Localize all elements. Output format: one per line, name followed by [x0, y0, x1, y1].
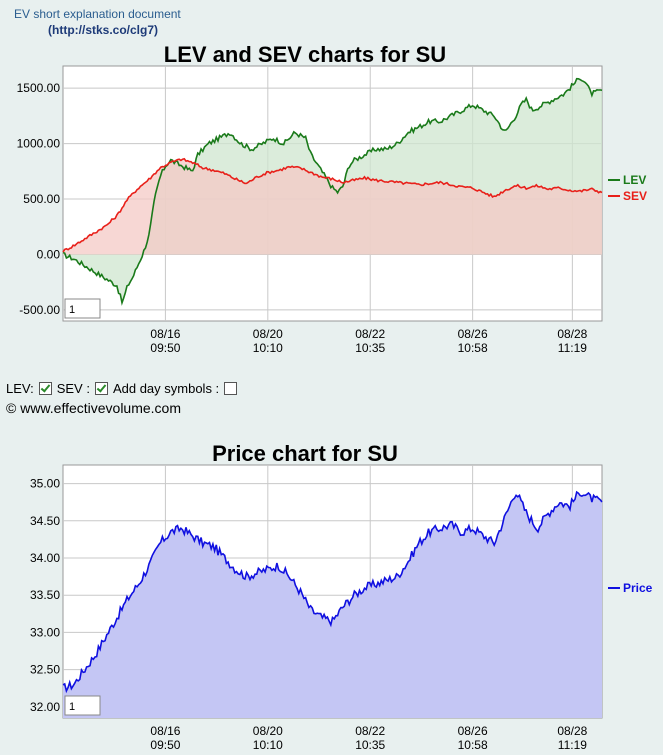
x-tick-date: 08/20: [253, 724, 283, 738]
paren-close: ): [154, 23, 159, 37]
sev-checkbox[interactable]: [94, 382, 108, 395]
x-tick-date: 08/22: [355, 724, 385, 738]
x-tick-time: 10:35: [355, 341, 385, 355]
price-area: [63, 492, 602, 718]
lev-checkbox[interactable]: [38, 382, 52, 395]
y-tick-label: 33.00: [30, 625, 60, 639]
x-tick-date: 08/28: [557, 327, 587, 341]
x-tick-date: 08/16: [150, 327, 180, 341]
copyright: © www.effectivevolume.com: [6, 400, 182, 416]
paren-open: (: [48, 23, 52, 37]
page-input-value: 1: [69, 701, 75, 713]
x-tick-time: 09:50: [150, 341, 180, 355]
sev-label: SEV :: [56, 381, 90, 396]
y-tick-label: -500.00: [19, 303, 60, 317]
x-tick-time: 10:58: [458, 738, 488, 752]
lev-legend-label: LEV: [623, 173, 646, 187]
sev-legend-label: SEV: [623, 189, 647, 203]
price-line: [62, 490, 603, 694]
x-tick-date: 08/26: [458, 327, 488, 341]
y-tick-label: 500.00: [23, 192, 60, 206]
day-symbols-label: Add day symbols :: [112, 381, 220, 396]
x-tick-time: 10:10: [253, 738, 283, 752]
price-chart: Price chart for SU 32.00 32.50 33.00 33.50 34…: [30, 441, 653, 752]
doc-link[interactable]: (http://stks.co/clg7): [48, 23, 158, 37]
price-legend-label: Price: [623, 581, 653, 595]
page-input-value: 1: [69, 304, 75, 316]
y-tick-label: 32.50: [30, 663, 60, 677]
lev-label: LEV:: [6, 381, 34, 396]
x-tick-date: 08/16: [150, 724, 180, 738]
x-tick-time: 10:58: [458, 341, 488, 355]
chart-title: Price chart for SU: [212, 441, 398, 466]
x-tick-date: 08/28: [557, 724, 587, 738]
y-tick-label: 33.50: [30, 588, 60, 602]
doc-title[interactable]: EV short explanation document: [14, 7, 181, 21]
y-tick-label: 34.00: [30, 551, 60, 565]
day-symbols-checkbox[interactable]: [224, 382, 238, 395]
chart-controls: LEV: SEV : Add day symbols :: [6, 381, 239, 396]
y-tick-label: 0.00: [37, 247, 61, 261]
y-tick-label: 35.00: [30, 477, 60, 491]
x-tick-date: 08/20: [253, 327, 283, 341]
y-tick-label: 32.00: [30, 700, 60, 714]
x-tick-date: 08/26: [458, 724, 488, 738]
x-tick-time: 11:19: [558, 738, 587, 752]
y-tick-label: 1000.00: [17, 137, 61, 151]
lev-line: [62, 77, 603, 306]
sev-line: [62, 157, 603, 253]
page-input[interactable]: [64, 298, 101, 319]
y-tick-label: 1500.00: [17, 81, 61, 95]
x-tick-time: 10:10: [253, 341, 283, 355]
page-input[interactable]: [64, 695, 101, 716]
y-tick-label: 34.50: [30, 514, 60, 528]
chart-title: LEV and SEV charts for SU: [164, 42, 446, 67]
x-tick-time: 11:19: [558, 341, 587, 355]
sev-area: [63, 158, 602, 255]
x-tick-time: 10:35: [355, 738, 385, 752]
lev-sev-chart: LEV and SEV charts for SU -500.00 0.00 500.…: [17, 42, 647, 355]
doc-link-url[interactable]: http://stks.co/clg7: [52, 23, 155, 37]
x-tick-date: 08/22: [355, 327, 385, 341]
x-tick-time: 09:50: [150, 738, 180, 752]
